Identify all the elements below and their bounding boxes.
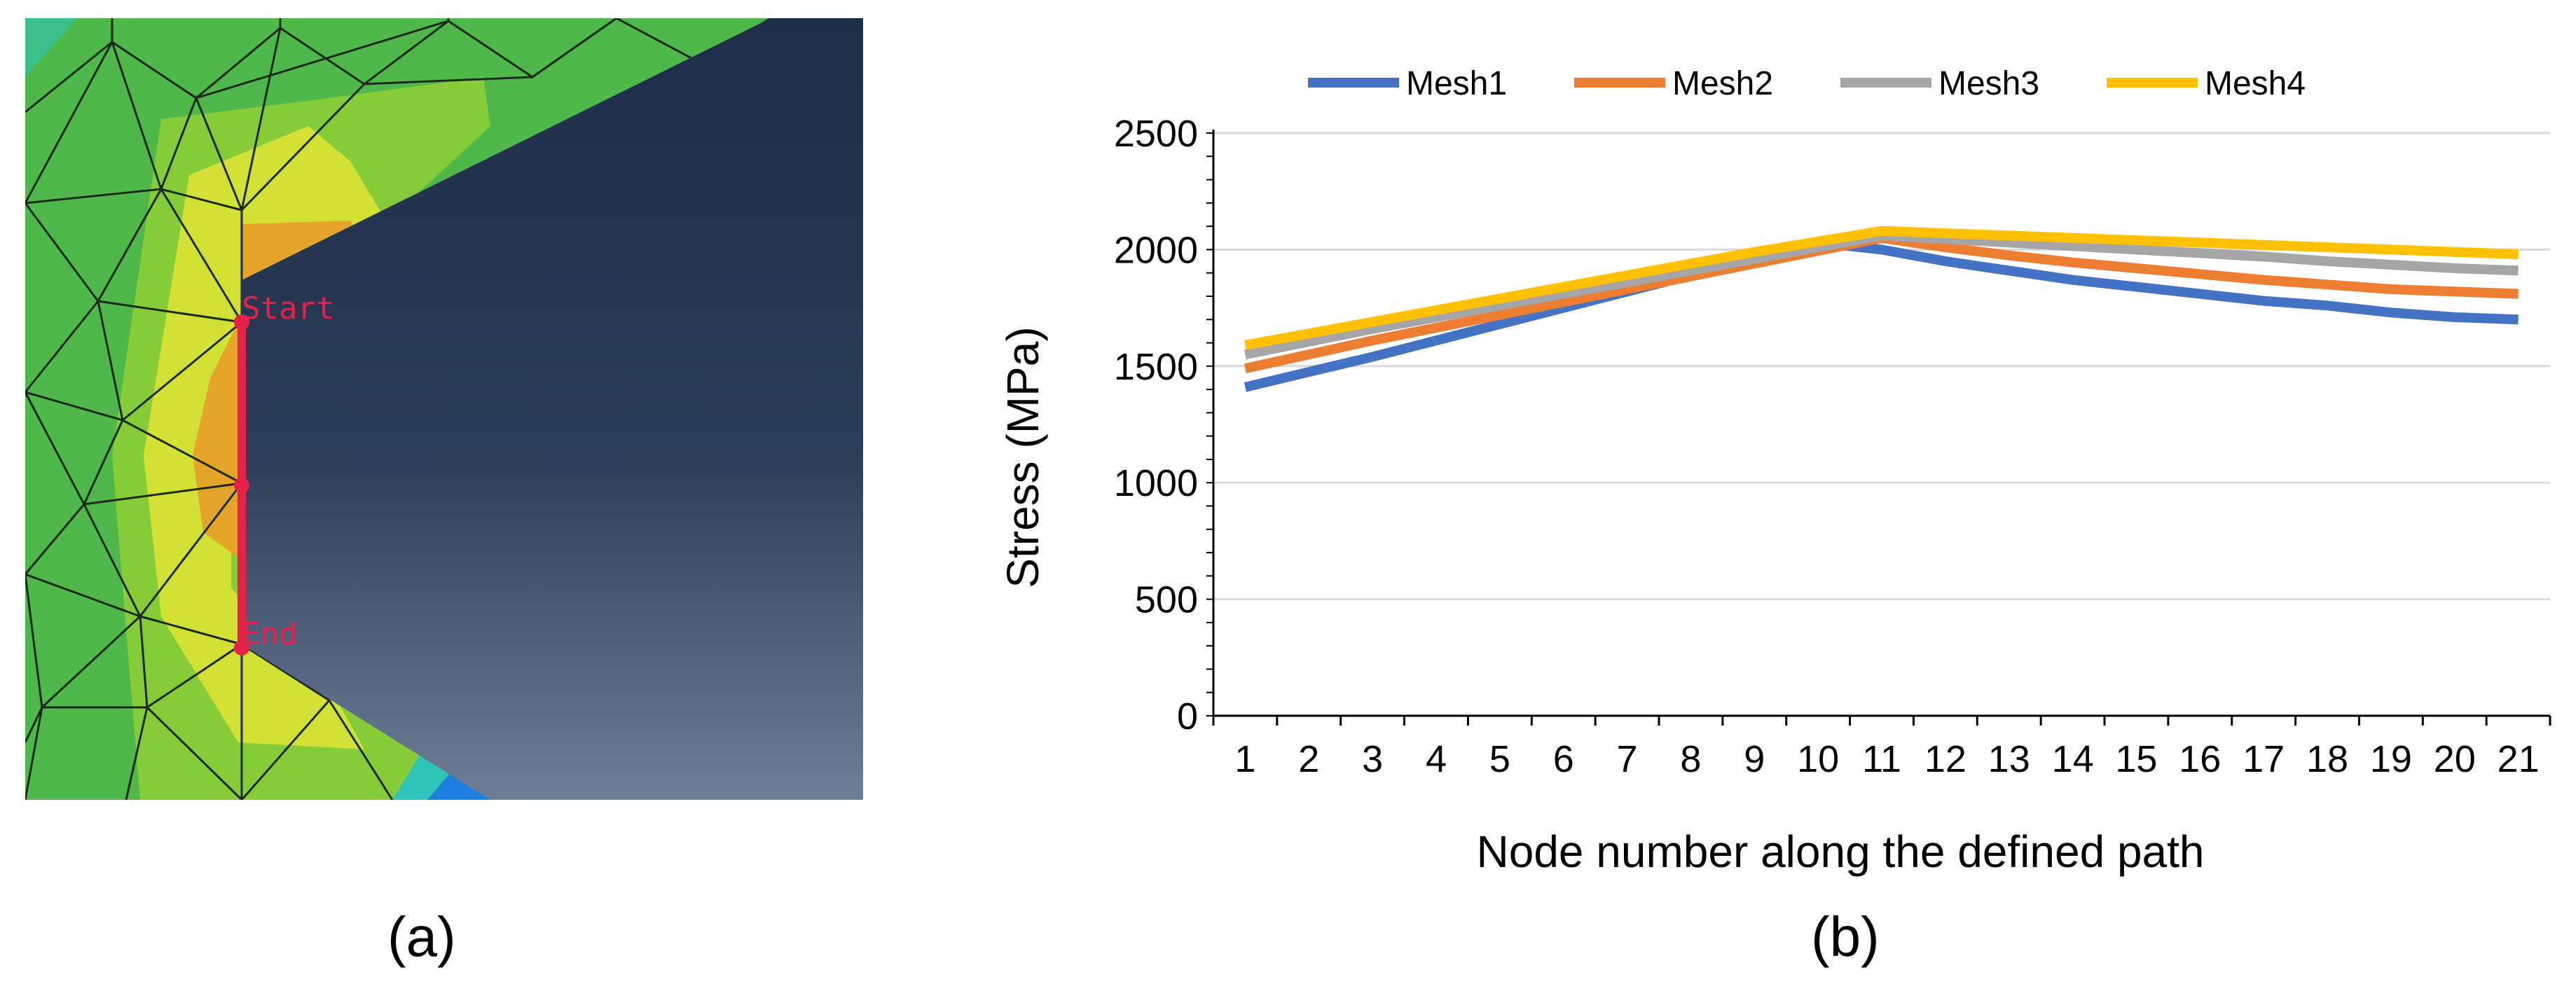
y-tick-label: 2500 <box>1114 113 1198 155</box>
stress-band-yellow <box>144 126 392 749</box>
path-start-label: Start <box>242 291 334 326</box>
x-tick-label: 10 <box>1797 738 1839 780</box>
y-tick-label: 1000 <box>1114 462 1198 504</box>
y-axis-label: Stress (MPa) <box>998 326 1048 588</box>
x-tick-label: 21 <box>2498 738 2540 780</box>
x-tick-label: 15 <box>2115 738 2157 780</box>
x-tick-label: 16 <box>2179 738 2221 780</box>
stress-spot-topleft <box>25 18 77 77</box>
fe-mesh-panel: Start End <box>25 18 863 800</box>
x-tick-label: 18 <box>2306 738 2348 780</box>
x-tick-label: 17 <box>2243 738 2285 780</box>
path-end-node <box>234 640 249 656</box>
mesh-lines <box>25 18 771 800</box>
x-tick-label: 3 <box>1362 738 1383 780</box>
y-tick-label: 0 <box>1177 695 1198 737</box>
series-lines <box>1244 226 2519 392</box>
series-line-mesh1 <box>1244 237 2519 392</box>
stress-hotspot-orange <box>193 221 364 560</box>
x-tick-label: 19 <box>2370 738 2412 780</box>
x-tick-label: 7 <box>1617 738 1638 780</box>
panel-a-label: (a) <box>387 906 456 968</box>
x-tick-label: 9 <box>1744 738 1765 780</box>
y-tick-label: 500 <box>1135 579 1198 621</box>
legend-label-mesh4: Mesh4 <box>2205 65 2306 102</box>
x-tick-label: 13 <box>1988 738 2030 780</box>
legend-label-mesh1: Mesh1 <box>1406 65 1507 102</box>
x-axis-label: Node number along the defined path <box>1477 826 2205 877</box>
x-tick-label: 1 <box>1234 738 1255 780</box>
x-tick-label: 6 <box>1553 738 1574 780</box>
y-tick-label: 1500 <box>1114 346 1198 388</box>
path-mid-node <box>234 478 249 493</box>
panel-b-label: (b) <box>1811 906 1880 968</box>
x-tick-label: 2 <box>1298 738 1319 780</box>
path-start-node <box>234 314 249 330</box>
y-tick-label: 2000 <box>1114 229 1198 271</box>
grid-lines <box>1213 132 2550 601</box>
x-tick-label: 4 <box>1426 738 1447 780</box>
chart-legend: Mesh1 Mesh2 Mesh3 Mesh4 <box>1308 65 2306 102</box>
x-tick-label: 20 <box>2434 738 2476 780</box>
legend-label-mesh2: Mesh2 <box>1672 65 1773 102</box>
x-tick-label: 12 <box>1924 738 1967 780</box>
x-tick-label: 11 <box>1862 738 1901 780</box>
path-end-label: End <box>242 616 297 652</box>
x-tick-label: 5 <box>1489 738 1510 780</box>
x-tick-label: 8 <box>1680 738 1701 780</box>
series-line-mesh4 <box>1244 226 2519 350</box>
legend-label-mesh3: Mesh3 <box>1938 65 2039 102</box>
x-tick-label: 14 <box>2052 738 2094 780</box>
hole-region <box>242 18 863 800</box>
